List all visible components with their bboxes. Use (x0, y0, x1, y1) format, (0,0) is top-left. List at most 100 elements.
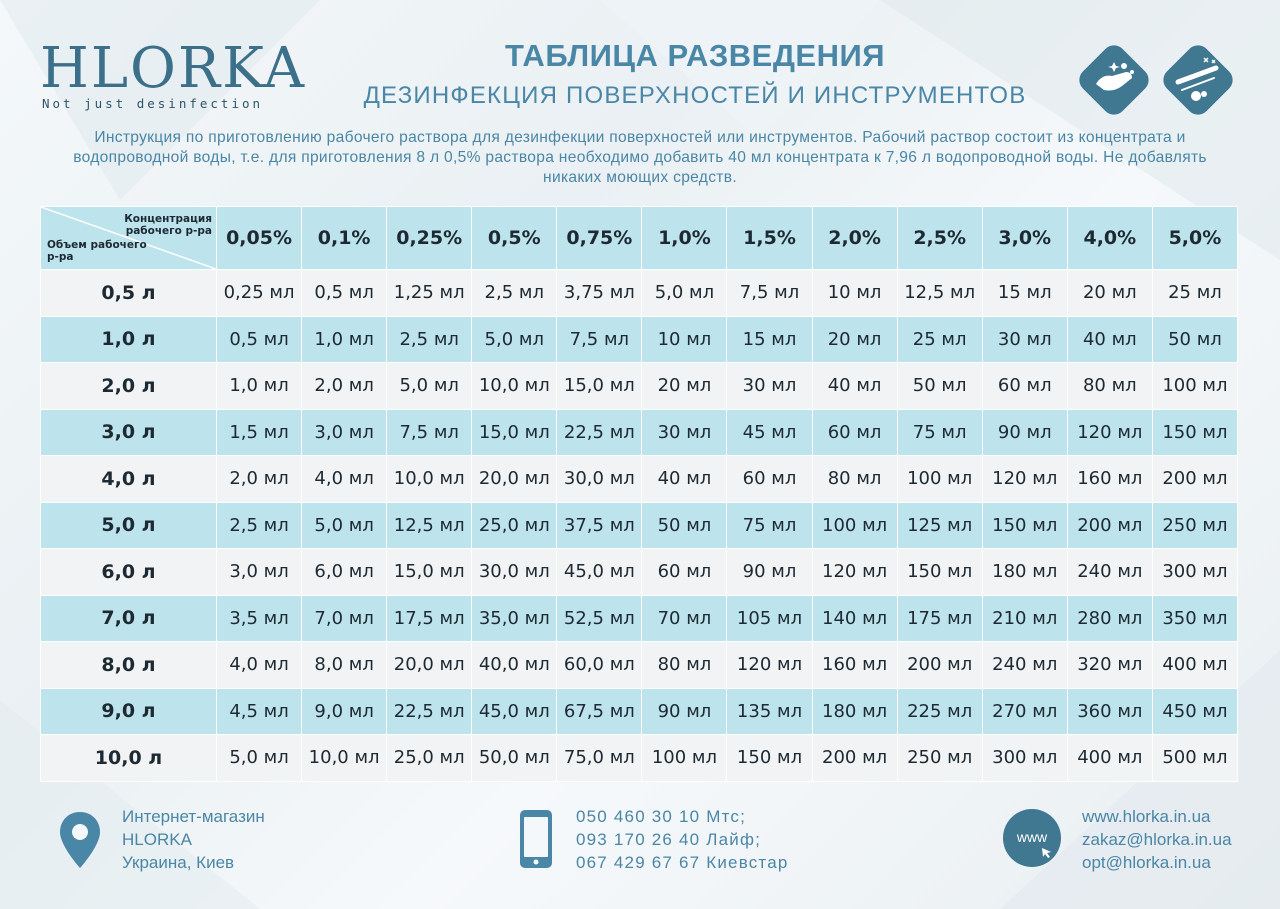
phone-number-link[interactable]: 093 170 26 40 Лайф; (576, 830, 762, 849)
table-cell: 40 мл (811, 362, 898, 410)
row-volume-cell: 3,0 л (40, 408, 217, 456)
table-cell: 150 мл (726, 734, 813, 782)
table-cell: 20,0 мл (471, 455, 558, 503)
table-cell: 300 мл (1151, 548, 1239, 596)
table-cell: 200 мл (1066, 501, 1153, 549)
row-volume-cell: 4,0 л (40, 455, 217, 503)
table-cell: 20 мл (1066, 269, 1153, 317)
column-header: 2,5% (896, 206, 983, 270)
address-line: Украина, Киев (122, 853, 235, 872)
table-cell: 5,0 мл (386, 362, 473, 410)
phone-number-link[interactable]: 067 429 67 67 Киевстар (576, 853, 789, 872)
table-cell: 120 мл (811, 548, 898, 596)
table-cell: 125 мл (896, 501, 983, 549)
dilution-table: Концентрация рабочего р-ра Объем рабочег… (40, 206, 1239, 782)
table-cell: 75 мл (896, 408, 983, 456)
table-cell: 70 мл (641, 594, 728, 642)
column-header: 1,5% (726, 206, 813, 270)
table-cell: 300 мл (981, 734, 1068, 782)
table-cell: 120 мл (1066, 408, 1153, 456)
email-link[interactable]: zakaz@hlorka.in.ua (1082, 830, 1232, 849)
table-cell: 1,0 мл (301, 315, 388, 363)
table-cell: 7,5 мл (726, 269, 813, 317)
table-cell: 2,0 мл (215, 455, 303, 503)
table-cell: 9,0 мл (301, 687, 388, 735)
brand-logo[interactable]: HLORKA Not just desinfection (40, 40, 320, 112)
table-cell: 135 мл (726, 687, 813, 735)
row-volume-cell: 10,0 л (40, 734, 217, 782)
table-cell: 50,0 мл (471, 734, 558, 782)
table-row: 9,0 л 4,5 мл 9,0 мл 22,5 мл 45,0 мл 67,5 мл 90… (40, 687, 1239, 735)
store-address: Интернет-магазин HLORKA Украина, Киев (122, 805, 265, 874)
table-cell: 7,0 мл (301, 594, 388, 642)
table-cell: 50 мл (641, 501, 728, 549)
table-cell: 150 мл (1151, 408, 1239, 456)
table-cell: 37,5 мл (556, 501, 643, 549)
table-cell: 175 мл (896, 594, 983, 642)
phone-number-link[interactable]: 050 460 30 10 Мтс; (576, 807, 747, 826)
website-link[interactable]: www.hlorka.in.ua (1082, 807, 1211, 826)
table-cell: 10,0 мл (301, 734, 388, 782)
table-cell: 100 мл (641, 734, 728, 782)
table-cell: 22,5 мл (386, 687, 473, 735)
table-cell: 240 мл (981, 641, 1068, 689)
table-cell: 4,5 мл (215, 687, 303, 735)
corner-concentration-label: Концентрация рабочего р-ра (124, 213, 212, 237)
www-label: www (1016, 829, 1048, 845)
table-cell: 15 мл (981, 269, 1068, 317)
table-cell: 120 мл (726, 641, 813, 689)
surface-cleaning-icon (1079, 45, 1149, 115)
table-row: 6,0 л 3,0 мл 6,0 мл 15,0 мл 30,0 мл 45,0 мл 60… (40, 548, 1239, 596)
table-cell: 45,0 мл (471, 687, 558, 735)
table-row: 10,0 л 5,0 мл 10,0 мл 25,0 мл 50,0 мл 75,0 мл… (40, 734, 1239, 782)
table-cell: 240 мл (1066, 548, 1153, 596)
table-cell: 1,5 мл (215, 408, 303, 456)
table-cell: 60 мл (726, 455, 813, 503)
website-icon: www (1003, 809, 1061, 867)
table-cell: 30 мл (641, 408, 728, 456)
table-cell: 100 мл (811, 501, 898, 549)
table-header-row: Концентрация рабочего р-ра Объем рабочег… (40, 206, 1239, 270)
email-link[interactable]: opt@hlorka.in.ua (1082, 853, 1211, 872)
table-cell: 1,0 мл (215, 362, 303, 410)
table-cell: 200 мл (1151, 455, 1239, 503)
location-pin-icon (60, 812, 100, 868)
table-cell: 500 мл (1151, 734, 1239, 782)
table-cell: 0,5 мл (301, 269, 388, 317)
table-cell: 160 мл (811, 641, 898, 689)
table-cell: 10,0 мл (386, 455, 473, 503)
table-cell: 350 мл (1151, 594, 1239, 642)
column-header: 0,5% (471, 206, 558, 270)
row-volume-cell: 5,0 л (40, 501, 217, 549)
table-cell: 10 мл (641, 315, 728, 363)
table-cell: 2,5 мл (215, 501, 303, 549)
table-cell: 90 мл (981, 408, 1068, 456)
footer: Интернет-магазин HLORKA Украина, Киев 05… (0, 800, 1280, 890)
table-cell: 120 мл (981, 455, 1068, 503)
table-cell: 360 мл (1066, 687, 1153, 735)
table-cell: 60 мл (981, 362, 1068, 410)
table-corner-cell: Концентрация рабочего р-ра Объем рабочег… (40, 206, 217, 270)
table-cell: 140 мл (811, 594, 898, 642)
table-cell: 15,0 мл (556, 362, 643, 410)
table-cell: 22,5 мл (556, 408, 643, 456)
table-cell: 3,0 мл (215, 548, 303, 596)
table-cell: 20 мл (811, 315, 898, 363)
table-row: 4,0 л 2,0 мл 4,0 мл 10,0 мл 20,0 мл 30,0 мл 40… (40, 455, 1239, 503)
table-cell: 20 мл (641, 362, 728, 410)
address-line: Интернет-магазин (122, 807, 265, 826)
table-cell: 90 мл (641, 687, 728, 735)
table-cell: 20,0 мл (386, 641, 473, 689)
address-line: HLORKA (122, 830, 192, 849)
table-cell: 50 мл (896, 362, 983, 410)
page-title: ТАБЛИЦА РАЗВЕДЕНИЯ (504, 38, 886, 73)
table-cell: 52,5 мл (556, 594, 643, 642)
column-header: 0,05% (215, 206, 303, 270)
phone-icon (520, 810, 552, 868)
table-cell: 15,0 мл (471, 408, 558, 456)
logo-wordmark: HLORKA (40, 36, 307, 101)
table-cell: 12,5 мл (386, 501, 473, 549)
table-cell: 150 мл (981, 501, 1068, 549)
table-cell: 90 мл (726, 548, 813, 596)
row-volume-cell: 7,0 л (40, 594, 217, 642)
